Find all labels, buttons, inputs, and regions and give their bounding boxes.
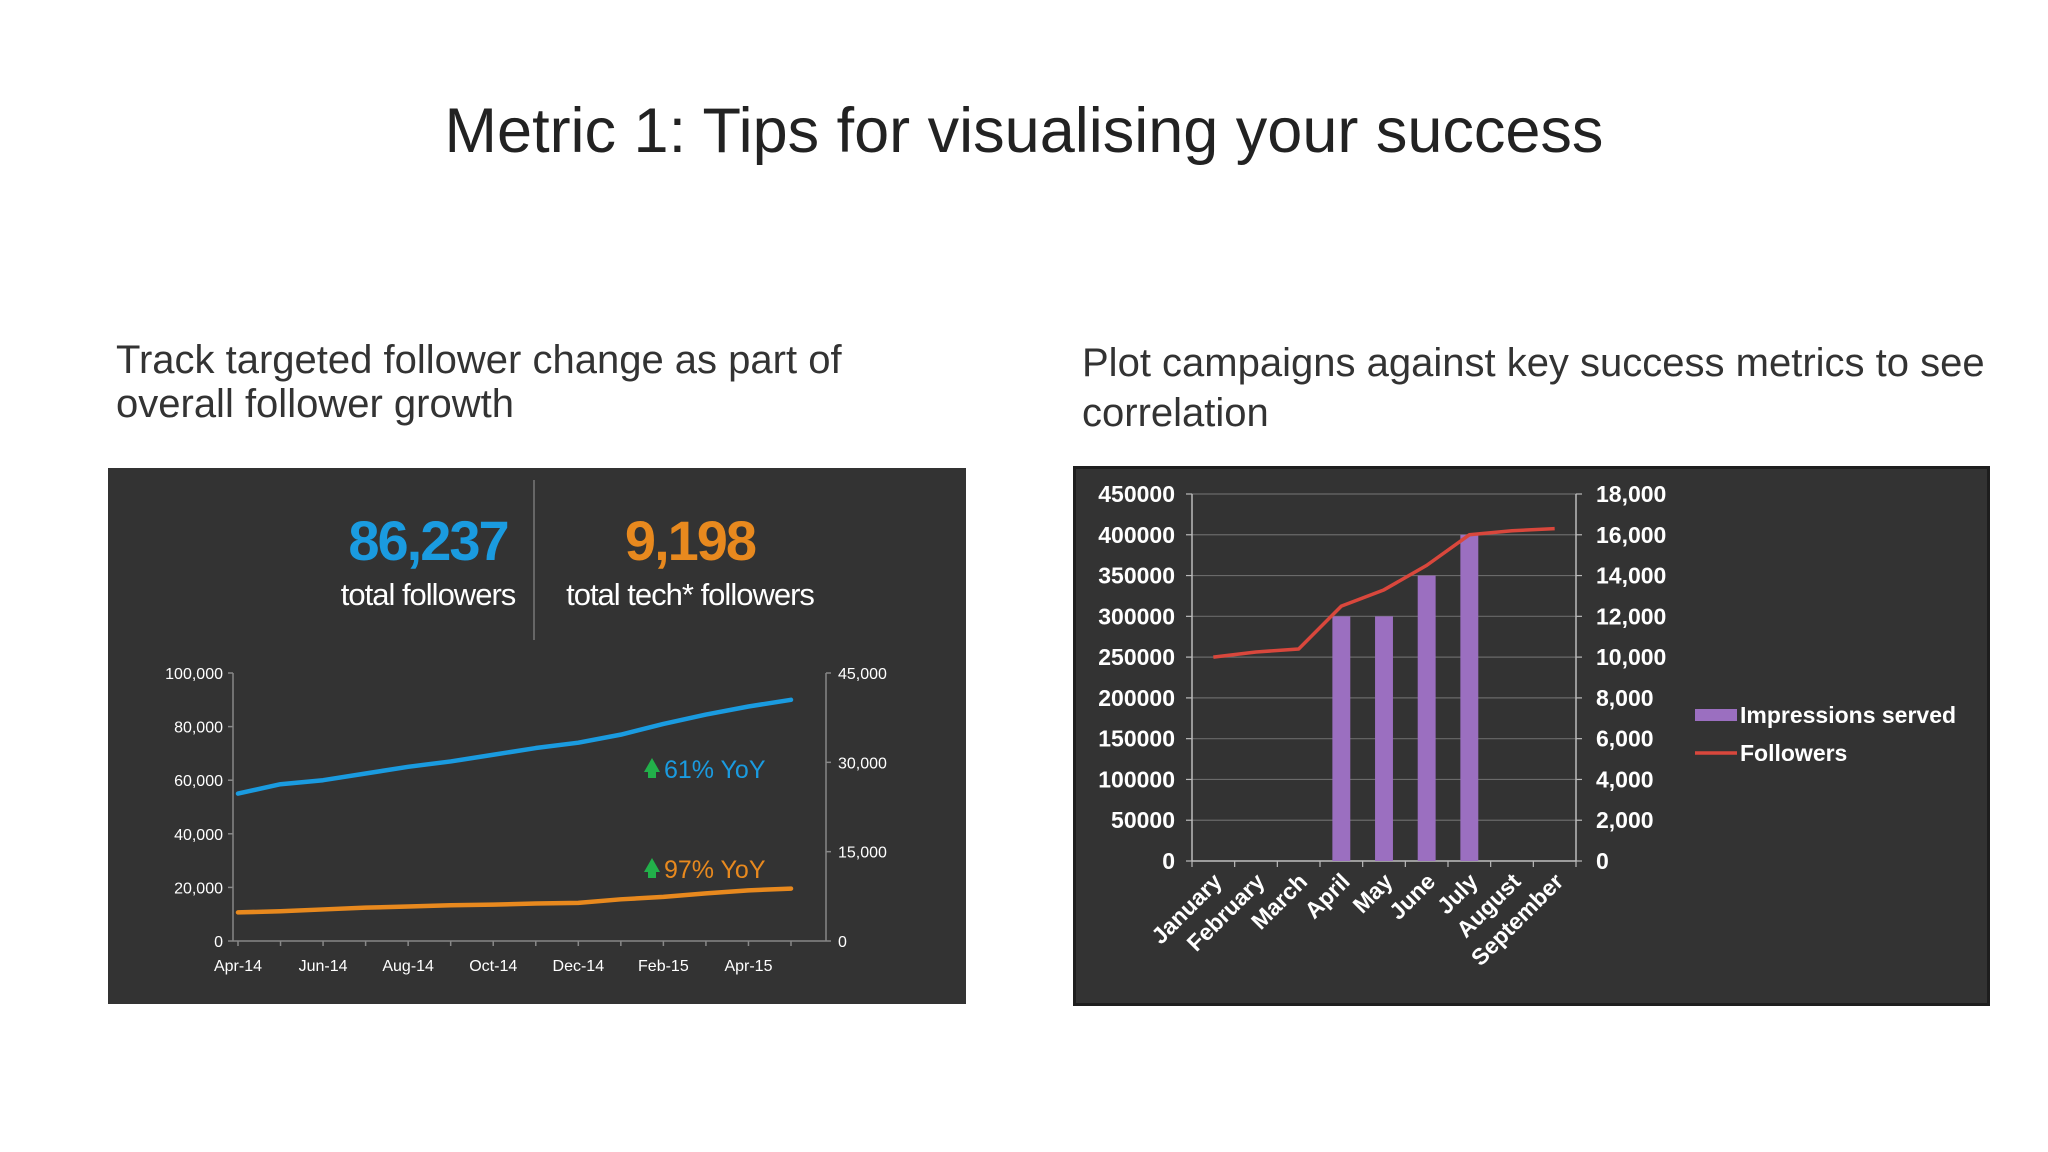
y2-tick-label: 45,000 bbox=[838, 666, 887, 683]
y2-tick-label: 14,000 bbox=[1596, 563, 1666, 589]
y2-tick-label: 10,000 bbox=[1596, 644, 1666, 670]
y-tick-label: 400000 bbox=[1098, 522, 1175, 548]
y2-tick-label: 4,000 bbox=[1596, 766, 1654, 792]
y-tick-label: 0 bbox=[214, 934, 223, 951]
left-subtitle: Track targeted follower change as part o… bbox=[116, 338, 842, 426]
right-subtitle: Plot campaigns against key success metri… bbox=[1082, 341, 1985, 435]
slide-title: Metric 1: Tips for visualising your succ… bbox=[444, 96, 1604, 166]
followers-line bbox=[1213, 526, 1555, 659]
legend-label-impressions: Impressions served bbox=[1740, 702, 1956, 728]
x-tick-label: Feb-15 bbox=[638, 958, 689, 975]
campaign-correlation-panel: 0 50000 100000 150000 200000 250000 300000 3500… bbox=[1073, 466, 1990, 1006]
follower-growth-panel: 86,237 total followers 9,198 total tech*… bbox=[108, 468, 966, 1004]
yoy-annotation: 97% YoY bbox=[664, 856, 766, 884]
x-tick-label: June bbox=[1384, 868, 1440, 924]
y-tick-label: 0 bbox=[1162, 848, 1175, 874]
total-followers-label: total followers bbox=[340, 577, 517, 612]
x-tick-label: April bbox=[1299, 868, 1354, 923]
tech-followers-line bbox=[235, 886, 794, 915]
y-tick-label: 60,000 bbox=[174, 773, 223, 790]
y2-tick-label: 2,000 bbox=[1596, 807, 1654, 833]
yoy-annotation: 61% YoY bbox=[664, 756, 766, 784]
y2-tick-label: 18,000 bbox=[1596, 481, 1666, 507]
y-tick-label: 150000 bbox=[1098, 726, 1175, 752]
y2-tick-label: 0 bbox=[1596, 848, 1609, 874]
impressions-bar bbox=[1417, 575, 1436, 861]
total-followers-stat: 86,237 total followers bbox=[308, 508, 548, 613]
legend-swatch-impressions bbox=[1695, 709, 1737, 721]
y-tick-label: 200000 bbox=[1098, 685, 1175, 711]
y-tick-label: 250000 bbox=[1098, 644, 1175, 670]
y-tick-label: 80,000 bbox=[174, 720, 223, 737]
stat-divider bbox=[533, 480, 535, 640]
x-tick-label: Oct-14 bbox=[469, 958, 517, 975]
x-tick-label: Dec-14 bbox=[553, 958, 605, 975]
y-tick-label: 300000 bbox=[1098, 603, 1175, 629]
y-tick-label: 40,000 bbox=[174, 827, 223, 844]
tech-followers-value: 9,198 bbox=[624, 509, 757, 572]
follower-growth-chart: 0 20,000 40,000 60,000 80,000 100,000 0 15,000 3… bbox=[165, 666, 887, 975]
y2-tick-label: 12,000 bbox=[1596, 603, 1666, 629]
up-arrow-icon bbox=[644, 858, 660, 878]
tech-followers-label: total tech* followers bbox=[566, 577, 815, 612]
y-tick-label: 100,000 bbox=[165, 666, 223, 683]
y2-tick-label: 15,000 bbox=[838, 845, 887, 862]
y-tick-label: 450000 bbox=[1098, 481, 1175, 507]
y-tick-label: 50000 bbox=[1111, 807, 1175, 833]
y2-tick-label: 16,000 bbox=[1596, 522, 1666, 548]
impressions-bar bbox=[1375, 616, 1393, 861]
up-arrow-icon bbox=[644, 758, 660, 778]
total-followers-line bbox=[235, 697, 794, 796]
campaign-correlation-chart: 0 50000 100000 150000 200000 250000 300000 3500… bbox=[1098, 481, 1956, 971]
x-tick-label: Jun-14 bbox=[299, 958, 348, 975]
x-tick-label: Apr-14 bbox=[214, 958, 262, 975]
x-tick-label: Aug-14 bbox=[382, 958, 434, 975]
legend-label-followers: Followers bbox=[1740, 740, 1847, 766]
y-tick-label: 350000 bbox=[1098, 563, 1175, 589]
impressions-bar bbox=[1460, 534, 1479, 861]
y2-tick-label: 0 bbox=[838, 934, 847, 951]
impressions-bar bbox=[1332, 616, 1351, 861]
y-tick-label: 20,000 bbox=[174, 880, 223, 897]
y2-tick-label: 6,000 bbox=[1596, 726, 1654, 752]
y2-tick-label: 30,000 bbox=[838, 755, 887, 772]
total-followers-value: 86,237 bbox=[348, 509, 509, 572]
y-tick-label: 100000 bbox=[1098, 766, 1175, 792]
y2-tick-label: 8,000 bbox=[1596, 685, 1654, 711]
x-tick-label: Apr-15 bbox=[724, 958, 772, 975]
tech-followers-stat: 9,198 total tech* followers bbox=[540, 508, 840, 613]
